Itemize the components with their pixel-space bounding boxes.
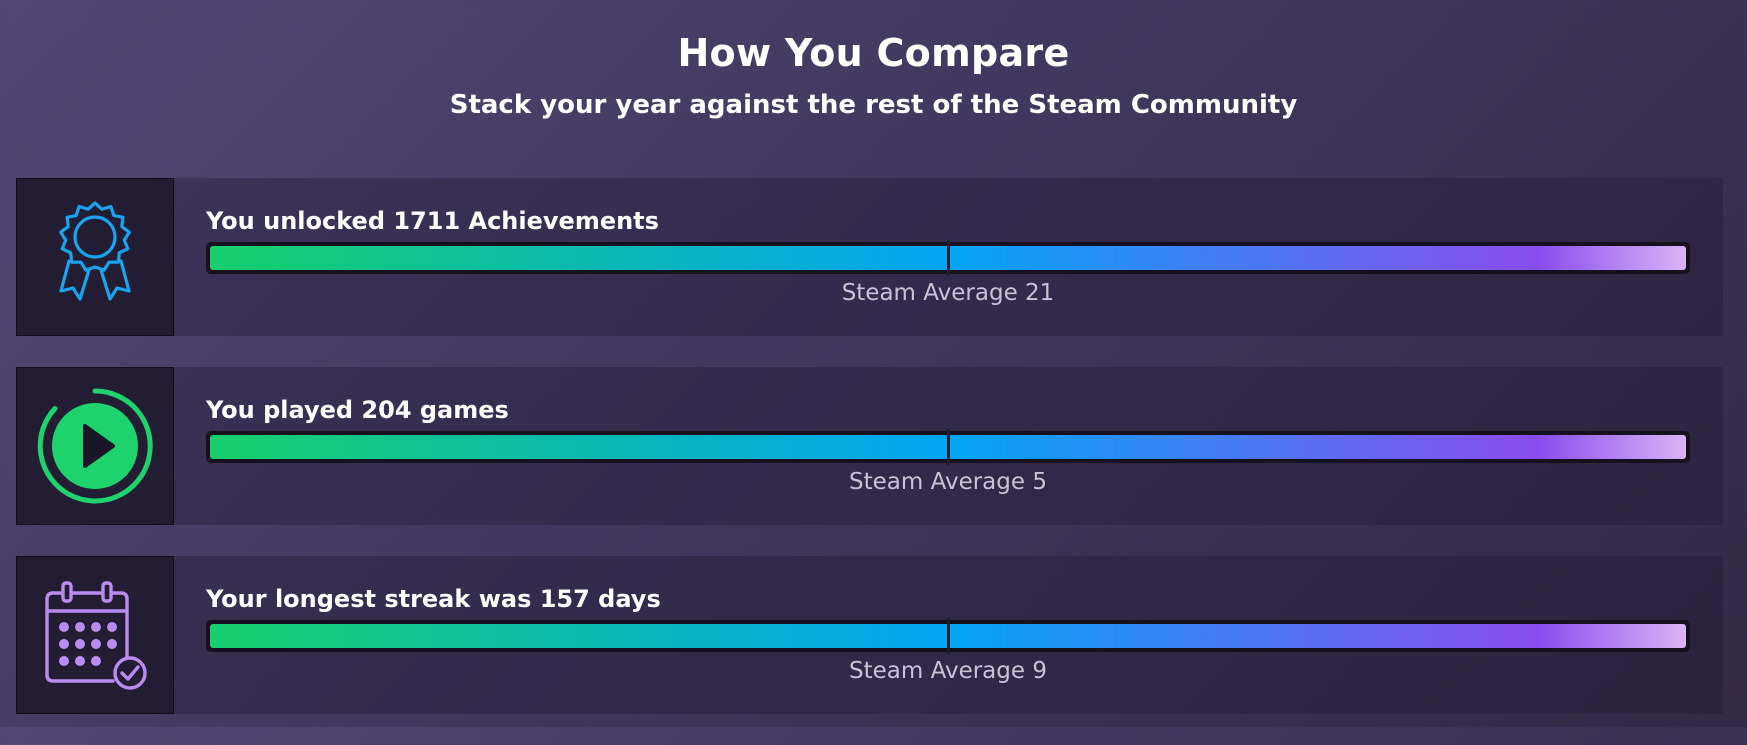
streak-bar (206, 618, 1690, 654)
games-icon-box (16, 367, 174, 525)
streak-average-label: Steam Average 9 (849, 658, 1047, 684)
achievements-average-marker (947, 240, 950, 276)
games-average-marker (947, 429, 950, 465)
achievements-bar (206, 240, 1690, 276)
stat-row-achievements: You unlocked 1711 Achievements Steam Ave… (16, 178, 1723, 336)
streak-content: Your longest streak was 157 days Steam A… (206, 556, 1706, 714)
stat-row-streak: Your longest streak was 157 days Steam A… (16, 556, 1723, 714)
ribbon-award-icon (59, 201, 131, 301)
games-bar (206, 429, 1690, 465)
achievements-average-label: Steam Average 21 (841, 280, 1055, 306)
streak-icon-box (16, 556, 174, 714)
how-you-compare-page: How You Compare Stack your year against … (0, 28, 1747, 714)
games-label: You played 204 games (206, 396, 509, 424)
page-subtitle: Stack your year against the rest of the … (449, 90, 1298, 120)
header: How You Compare Stack your year against … (0, 28, 1747, 122)
calendar-check-icon (45, 581, 147, 690)
play-circle-icon (37, 388, 153, 504)
achievements-icon-box (16, 178, 174, 336)
achievements-content: You unlocked 1711 Achievements Steam Ave… (206, 178, 1706, 336)
games-average-label: Steam Average 5 (849, 469, 1047, 495)
games-content: You played 204 games Steam Average 5 (206, 367, 1706, 525)
achievements-label: You unlocked 1711 Achievements (206, 207, 659, 235)
streak-average-marker (947, 618, 950, 654)
streak-label: Your longest streak was 157 days (206, 585, 661, 613)
stat-rows: You unlocked 1711 Achievements Steam Ave… (16, 178, 1723, 745)
page-title: How You Compare (677, 31, 1070, 75)
stat-row-games: You played 204 games Steam Average 5 (16, 367, 1723, 525)
